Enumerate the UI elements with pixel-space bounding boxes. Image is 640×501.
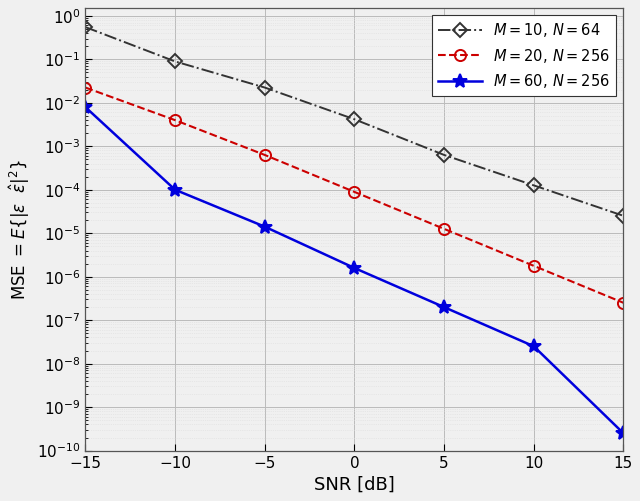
$M = 20,\, N = 256$	[81, 85, 89, 91]
Y-axis label: MSE $= E\{|\epsilon\ \ \hat{\epsilon}|^2\}$: MSE $= E\{|\epsilon\ \ \hat{\epsilon}|^2…	[7, 159, 31, 300]
$M = 10,\, N = 64$	[620, 213, 627, 219]
$M = 10,\, N = 64$	[351, 116, 358, 122]
$M = 60,\, N = 256$	[620, 430, 627, 436]
$M = 20,\, N = 256$	[261, 152, 269, 158]
$M = 20,\, N = 256$	[620, 300, 627, 306]
$M = 20,\, N = 256$	[172, 117, 179, 123]
$M = 60,\, N = 256$	[351, 265, 358, 271]
$M = 20,\, N = 256$	[530, 263, 538, 269]
$M = 10,\, N = 64$	[81, 24, 89, 30]
$M = 60,\, N = 256$	[81, 104, 89, 110]
Line: $M = 20,\, N = 256$: $M = 20,\, N = 256$	[80, 82, 629, 308]
$M = 10,\, N = 64$	[172, 59, 179, 65]
$M = 60,\, N = 256$	[261, 223, 269, 229]
Line: $M = 10,\, N = 64$: $M = 10,\, N = 64$	[81, 22, 628, 220]
X-axis label: SNR [dB]: SNR [dB]	[314, 476, 395, 494]
Legend: $M = 10,\, N = 64$, $M = 20,\, N = 256$, $M = 60,\, N = 256$: $M = 10,\, N = 64$, $M = 20,\, N = 256$,…	[432, 16, 616, 96]
$M = 10,\, N = 64$	[530, 182, 538, 188]
$M = 60,\, N = 256$	[440, 304, 448, 310]
$M = 20,\, N = 256$	[440, 226, 448, 232]
$M = 10,\, N = 64$	[440, 152, 448, 158]
$M = 60,\, N = 256$	[530, 343, 538, 349]
Line: $M = 60,\, N = 256$: $M = 60,\, N = 256$	[79, 100, 630, 440]
$M = 60,\, N = 256$	[172, 187, 179, 193]
$M = 20,\, N = 256$	[351, 189, 358, 195]
$M = 10,\, N = 64$	[261, 85, 269, 91]
